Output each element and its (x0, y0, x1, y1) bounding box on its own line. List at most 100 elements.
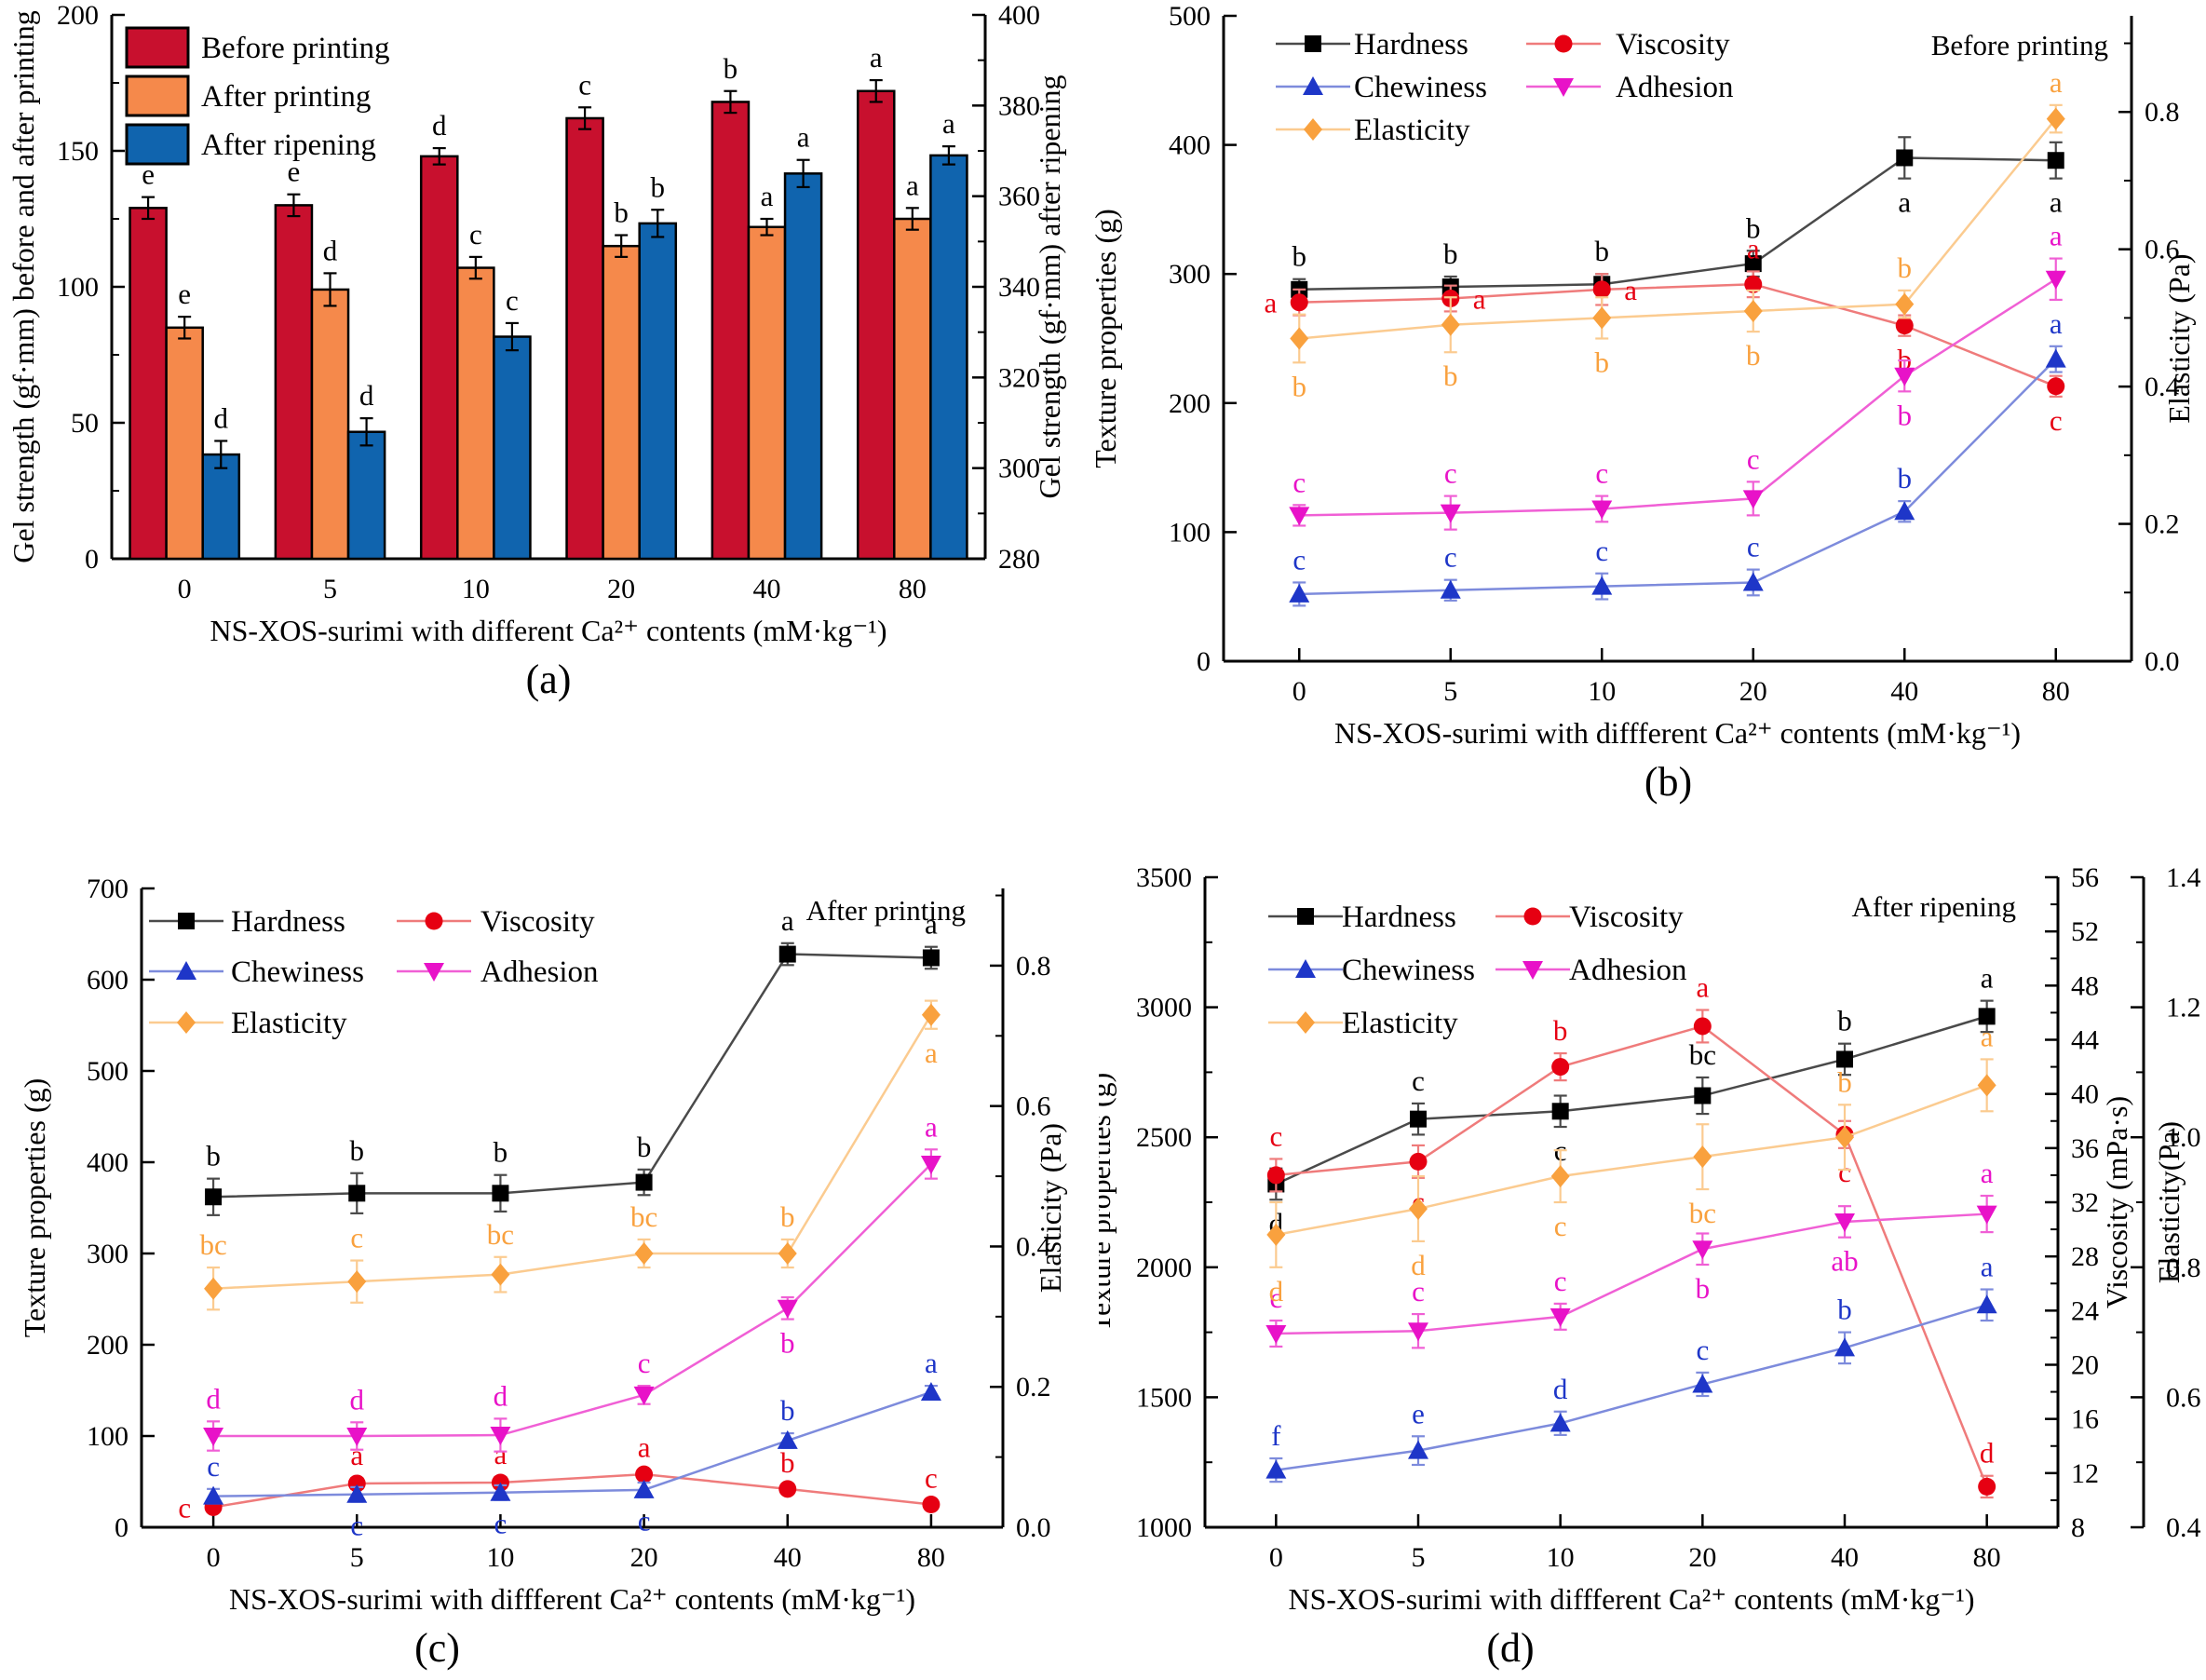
panel-d-after-ripening-line-chart: 1000 1500 2000 2500 3000 3500 Texture properti… (1083, 838, 2206, 1680)
sig-label: c (578, 68, 591, 101)
triangle-up-marker (1303, 76, 1323, 95)
svg-text:2000: 2000 (1136, 1253, 1192, 1283)
svg-text:80: 80 (917, 1542, 945, 1573)
sig-label: e (178, 278, 191, 310)
svg-text:3500: 3500 (1136, 862, 1192, 893)
sig-label: c (638, 1505, 651, 1538)
sig-label: b (724, 52, 738, 85)
circle-marker (922, 1496, 941, 1513)
triangle-up-marker (1265, 1459, 1287, 1479)
series-chewiness: c c c c b a (1289, 307, 2066, 607)
triangle-up-marker (1408, 1440, 1428, 1459)
svg-text:500: 500 (1169, 1, 1211, 32)
circle-marker (1592, 280, 1611, 299)
sig-label: bc (1689, 1197, 1716, 1229)
circle-marker (1693, 1017, 1712, 1036)
square-marker (1836, 1050, 1853, 1068)
sig-label: b (1443, 237, 1458, 270)
triangle-up-marker (1591, 576, 1613, 595)
diamond-marker (1550, 1165, 1570, 1188)
triangle-down-marker (203, 1428, 224, 1446)
y-axis-right-label: Elasticity (Pa) (1034, 1123, 1067, 1293)
bar (346, 430, 386, 561)
series-line (1299, 117, 2057, 340)
svg-text:40: 40 (1890, 676, 1918, 707)
sig-label: c (1554, 1265, 1567, 1297)
x-axis-label: NS-XOS-surimi with diffferent Ca²⁺ conte… (229, 1582, 915, 1616)
diamond-marker (921, 1003, 941, 1026)
triangle-down-marker (1692, 1240, 1713, 1260)
sig-label: b (1443, 359, 1458, 392)
triangle-up-marker (777, 1429, 798, 1449)
svg-text:340: 340 (998, 272, 1040, 303)
square-marker (635, 1173, 653, 1191)
series-line (1276, 1024, 1988, 1487)
y-axis-left: 0 100 200 300 400 500 Texture properties (g) (1089, 1, 1237, 677)
chart-svg-d: 1000 1500 2000 2500 3000 3500 Texture properti… (1083, 862, 2201, 1671)
sig-label: c (1269, 1281, 1282, 1314)
svg-text:Adhesion: Adhesion (1616, 71, 1734, 104)
square-marker (1744, 255, 1762, 273)
x-axis: 0 5 10 20 40 80 NS-XOS-surimi with different C… (178, 546, 927, 647)
sig-label: a (1981, 1251, 1994, 1283)
diamond-marker (778, 1242, 797, 1265)
sig-label: ab (1831, 1245, 1858, 1278)
sig-label: bc (487, 1218, 514, 1251)
series-viscosity: ccbacd (1266, 971, 1996, 1499)
svg-text:280: 280 (998, 544, 1040, 575)
series-line (1276, 1213, 1987, 1335)
sig-label: c (469, 218, 482, 251)
error-bar (724, 89, 738, 115)
triangle-down-marker (346, 1428, 368, 1446)
svg-text:20: 20 (607, 574, 635, 604)
sig-label: c (1554, 1210, 1567, 1242)
svg-text:20: 20 (630, 1542, 658, 1573)
svg-text:Hardness: Hardness (1342, 901, 1456, 934)
x-axis-label: NS-XOS-surimi with diffferent Ca²⁺ conte… (1288, 1582, 1974, 1616)
diamond-marker (2046, 107, 2065, 130)
y-axis-left-label: Texture properties (g) (1089, 209, 1122, 468)
bar (783, 172, 823, 561)
error-bar (905, 207, 919, 231)
sig-label: c (1838, 1156, 1851, 1188)
svg-text:5: 5 (1443, 676, 1457, 707)
error-bar (796, 158, 810, 189)
sig-label: a (1981, 962, 1994, 995)
bar (419, 155, 459, 561)
sig-label: b (1898, 399, 1913, 431)
triangle-up-marker (1295, 959, 1316, 978)
svg-text:1500: 1500 (1136, 1382, 1192, 1413)
svg-text:5: 5 (1412, 1542, 1426, 1573)
square-marker (922, 949, 940, 967)
svg-text:3000: 3000 (1136, 993, 1192, 1023)
sig-label: a (1898, 186, 1911, 219)
svg-text:100: 100 (57, 272, 99, 303)
sig-label: c (1696, 1334, 1709, 1366)
series-line (1299, 278, 2057, 517)
triangle-down-marker (1553, 78, 1574, 97)
triangle-down-marker (633, 1386, 655, 1405)
y-axis-left-label: Texture properties (g) (1099, 1073, 1117, 1333)
svg-text:0.6: 0.6 (1016, 1091, 1051, 1122)
series-line (1276, 1084, 1988, 1237)
sig-label: d (1411, 1249, 1426, 1281)
sig-label: b (350, 1134, 365, 1167)
axes (1222, 16, 2133, 663)
sig-label: d (350, 1383, 365, 1416)
svg-text:100: 100 (87, 1421, 129, 1452)
svg-text:1.0: 1.0 (2166, 1122, 2201, 1153)
svg-text:0.2: 0.2 (1016, 1372, 1051, 1402)
sig-label: b (1595, 346, 1610, 379)
svg-text:360: 360 (998, 182, 1040, 212)
sig-label: b (1292, 240, 1307, 273)
svg-text:150: 150 (57, 136, 99, 167)
sig-label: c (1412, 1275, 1425, 1307)
sig-label: b (651, 170, 666, 203)
triangle-up-marker (1440, 579, 1461, 599)
svg-text:56: 56 (2071, 862, 2099, 893)
sig-label: c (1412, 1064, 1425, 1097)
sig-label: a (1981, 1157, 1994, 1189)
bar (310, 288, 350, 561)
